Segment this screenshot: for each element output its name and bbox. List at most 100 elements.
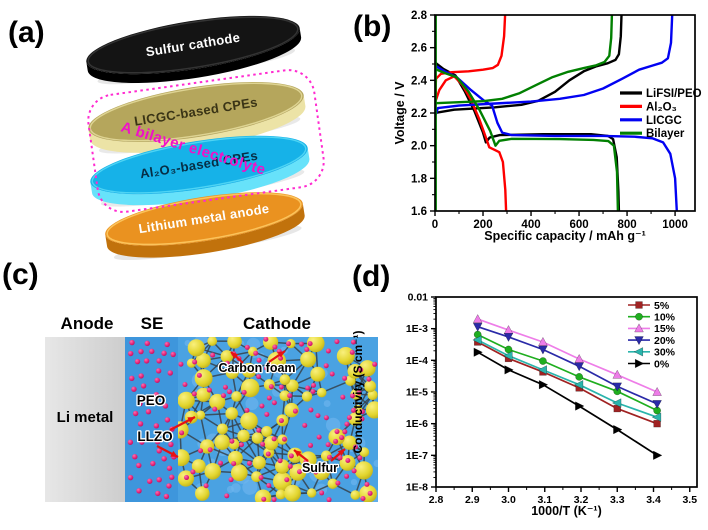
sulfur-particle [275,489,286,500]
llzo-particle [323,415,329,421]
sulfur-particle [240,412,258,430]
y-axis-title: Voltage / V [393,81,407,145]
y-tick-label: 1E-6 [406,418,428,430]
legend-marker-30% [633,347,644,357]
sulfur-particle [209,393,226,410]
data-point-30% [537,365,547,375]
x-tick-label: 600 [569,219,588,231]
llzo-particle [325,348,331,354]
llzo-particle [278,418,284,424]
llzo-particle-se [169,474,175,480]
legend-label-Al₂O₃: Al₂O₃ [646,101,677,113]
llzo-particle [278,355,284,361]
llzo-particle [266,395,272,401]
llzo-particle [292,408,298,414]
x-tick-label: 2.9 [465,494,480,506]
y-tick-label: 2.4 [411,75,428,87]
data-point-0% [473,347,484,357]
llzo-particle [272,344,278,350]
panel-a-schematic: Sulfur cathode LICGC-based CPEs Al₂O₃-ba… [86,15,325,260]
sulfur-particle [279,374,291,385]
sulfur-particle [214,434,230,450]
panel-d-chart: 2.8 2.9 3.0 3.1 3.2 3.3 3.4 3.5 0.01 1E-3 1E-4 1E-5… [351,292,698,518]
llzo-particle [192,359,198,365]
llzo-label: LLZO [137,429,172,444]
llzo-particle [345,457,351,463]
series-30%-line [477,339,658,419]
llzo-particle-se [143,358,150,364]
data-point-0% [504,365,514,375]
sulfur-particle [328,428,346,446]
llzo-particle [360,495,366,501]
llzo-particle-se [132,410,139,417]
sulfur-particle [279,390,291,402]
arrow-head [294,450,302,457]
series-0%-line [477,351,658,457]
llzo-particle-se [154,439,161,445]
llzo-particle [344,421,350,427]
llzo-particle [334,339,340,345]
x-tick-label: 3.4 [646,494,661,506]
llzo-particle [224,493,230,499]
llzo-particle [263,337,269,342]
llzo-particle [220,393,226,399]
llzo-particle [334,429,340,435]
llzo-particle [302,422,308,428]
llzo-particle [231,461,237,467]
llzo-particle [316,434,322,440]
sulfur-particle [359,447,370,458]
llzo-particle-se [129,339,135,346]
llzo-particle [287,393,293,399]
x-tick-label: 3.2 [574,494,589,506]
disc-top [90,135,308,195]
llzo-particle [333,438,339,444]
y-tick-label: 2.8 [411,10,428,22]
panel-b-chart: 0 200 400 600 800 1000 1.6 1.8 2.0 2.2 2.4 2.6 2.8 Sp… [393,10,702,243]
arrow-head [187,417,195,424]
llzo-particle [253,350,259,356]
llzo-particle [349,349,355,355]
series-Bilayer-curve-1 [435,67,620,211]
sulfur-particle [225,365,239,379]
llzo-particle [308,442,314,448]
y-tick-label: 1E-5 [406,387,428,399]
llzo-particle [184,475,190,481]
llzo-particle [357,455,363,461]
llzo-particle [310,389,316,395]
llzo-particle [364,481,370,487]
llzo-particle-se [161,456,167,462]
sulfur-particle [306,337,325,353]
y-tick-label: 2.2 [411,108,427,120]
llzo-particle [207,447,213,453]
llzo-particle-se [150,460,156,467]
llzo-particle [271,497,277,502]
llzo-particle [191,391,197,397]
y-axis-title: Conductivity (S cm⁻¹) [351,330,365,453]
bubble [272,387,282,397]
x-tick-label: 3.3 [610,494,625,506]
legend-label-LICGC: LICGC [646,115,682,127]
llzo-particle-se [163,493,170,500]
legend-label-15%: 15% [654,323,676,335]
llzo-particle [356,390,362,396]
llzo-particle [359,416,365,422]
llzo-particle [268,384,274,390]
data-point-15% [472,314,483,323]
sulfur-particle [313,463,330,481]
x-tick-label: 3.1 [537,494,552,506]
sulfur-particle [261,426,273,437]
panel-c-schematic: Anode SE Cathode Li metal PEO LLZO Carbon foam… [45,314,378,502]
disc-side [90,147,310,206]
llzo-particle [288,453,294,459]
sulfur-particle [359,360,376,377]
sulfur-particle [241,362,257,378]
llzo-particle-se [168,441,174,448]
data-point-30% [651,412,662,422]
sulfur-particle [284,484,301,502]
llzo-particle [256,357,262,363]
llzo-particle [271,400,277,406]
sulfur-particle [348,412,363,426]
llzo-particle [264,365,270,371]
llzo-particle-se [137,400,143,407]
data-point-10% [504,345,513,354]
